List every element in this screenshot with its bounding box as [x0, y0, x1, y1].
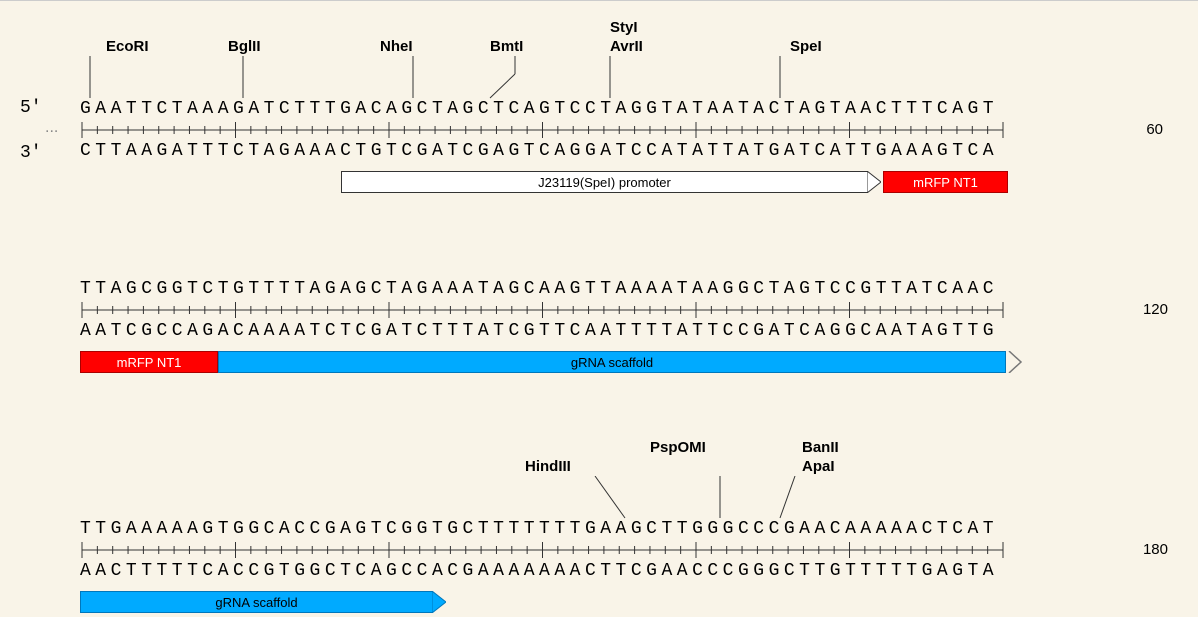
feature-mrfp: mRFP NT1: [883, 171, 1008, 193]
feature-grna-scaffold: gRNA scaffold: [80, 591, 433, 613]
sequence-ruler: [80, 119, 1007, 137]
enzyme-label-styi: StyI: [610, 19, 638, 36]
sequence-viewer: 5' ... 3' 60 120 180 EcoRI BglII NheI Bm…: [0, 0, 1198, 617]
feature-label: J23119(SpeI) promoter: [534, 175, 675, 190]
arrowhead-icon: [867, 171, 881, 193]
sequence-bottom-strand: AACTTTTTCACCGTGGCTCAGCCACGAAAAAAACTTCGAA…: [80, 561, 998, 581]
feature-label: gRNA scaffold: [211, 595, 301, 610]
enzyme-connectors-row1: [80, 56, 1020, 101]
enzyme-label-spei: SpeI: [790, 38, 822, 55]
enzyme-label-avrii: AvrII: [610, 38, 643, 55]
ellipsis-label: ...: [45, 119, 58, 137]
position-number: 120: [1143, 301, 1168, 318]
feature-label: gRNA scaffold: [567, 355, 657, 370]
sequence-bottom-strand: CTTAAGATTTCTAGAAACTGTCGATCGAGTCAGGATCCAT…: [80, 141, 998, 161]
sequence-bottom-strand: AATCGCCAGACAAAATCTCGATCTTTATCGTTCAATTTTA…: [80, 321, 998, 341]
enzyme-label-bmti: BmtI: [490, 38, 523, 55]
arrowhead-icon: [432, 591, 446, 613]
enzyme-connectors-row3: [80, 476, 1020, 521]
position-number: 180: [1143, 541, 1168, 558]
enzyme-label-apai: ApaI: [802, 458, 835, 475]
enzyme-label-bglii: BglII: [228, 38, 261, 55]
feature-label: mRFP NT1: [909, 175, 982, 190]
five-prime-label: 5': [20, 98, 42, 118]
enzyme-label-pspomi: PspOMI: [650, 439, 706, 456]
feature-promoter: J23119(SpeI) promoter: [341, 171, 868, 193]
enzyme-label-banii: BanII: [802, 439, 839, 456]
enzyme-label-hindiii: HindIII: [525, 458, 571, 475]
three-prime-label: 3': [20, 143, 42, 163]
feature-mrfp: mRFP NT1: [80, 351, 218, 373]
sequence-top-strand: GAATTCTAAAGATCTTTGACAGCTAGCTCAGTCCTAGGTA…: [80, 99, 998, 119]
feature-label: mRFP NT1: [113, 355, 186, 370]
sequence-top-strand: TTAGCGGTCTGTTTTAGAGCTAGAAATAGCAAGTTAAAAT…: [80, 279, 998, 299]
arrowhead-icon: [1007, 351, 1023, 373]
feature-grna-scaffold: gRNA scaffold: [218, 351, 1006, 373]
sequence-ruler: [80, 539, 1007, 557]
sequence-ruler: [80, 299, 1007, 317]
sequence-top-strand: TTGAAAAAGTGGCACCGAGTCGGTGCTTTTTTTGAAGCTT…: [80, 519, 998, 539]
enzyme-label-nhei: NheI: [380, 38, 413, 55]
position-number: 60: [1146, 121, 1163, 138]
enzyme-label-ecori: EcoRI: [106, 38, 149, 55]
